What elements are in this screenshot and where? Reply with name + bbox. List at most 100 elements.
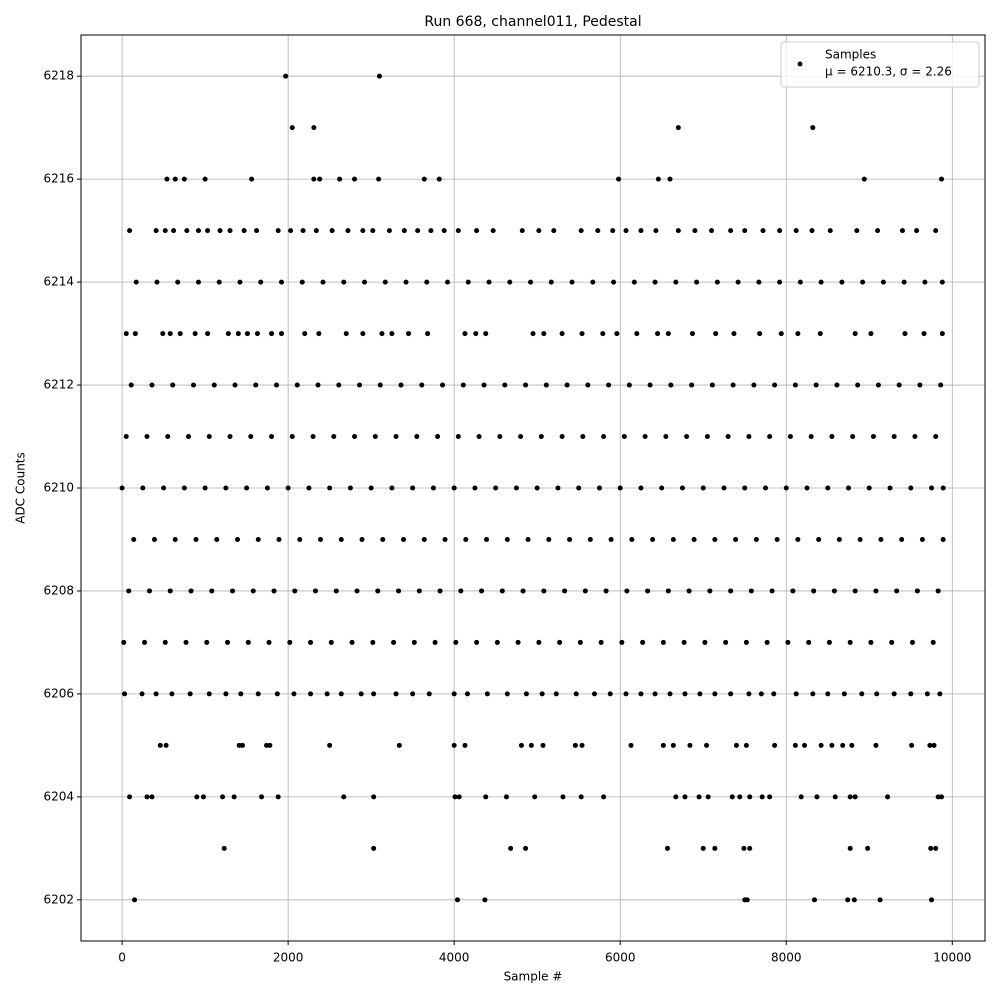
data-point — [345, 228, 351, 234]
data-point — [299, 279, 305, 285]
data-point — [652, 279, 658, 285]
data-point — [171, 228, 177, 234]
data-point — [743, 742, 749, 748]
data-point — [292, 588, 298, 594]
data-point — [442, 536, 448, 542]
data-point — [603, 588, 609, 594]
data-point — [245, 639, 251, 645]
data-point — [723, 639, 729, 645]
data-point — [502, 382, 508, 388]
data-point — [401, 536, 407, 542]
data-point — [902, 331, 908, 337]
data-point — [455, 228, 461, 234]
data-point — [370, 639, 376, 645]
data-point — [771, 691, 777, 697]
data-point — [873, 588, 879, 594]
data-point — [759, 794, 765, 800]
data-point — [264, 485, 270, 491]
x-tick-label: 8000 — [771, 951, 802, 965]
data-point — [368, 485, 374, 491]
data-point — [673, 794, 679, 800]
data-point — [861, 176, 867, 182]
data-point — [177, 331, 183, 337]
data-point — [157, 742, 163, 748]
data-point — [474, 228, 480, 234]
data-point — [659, 485, 665, 491]
data-point — [538, 434, 544, 440]
data-point — [288, 228, 294, 234]
data-point — [341, 279, 347, 285]
data-point — [454, 897, 460, 903]
data-point — [217, 228, 223, 234]
data-point — [122, 691, 128, 697]
data-point — [306, 485, 312, 491]
data-point — [933, 228, 939, 234]
data-point — [165, 434, 171, 440]
data-point — [579, 742, 585, 748]
data-point — [223, 485, 229, 491]
data-point — [901, 279, 907, 285]
data-point — [414, 434, 420, 440]
data-point — [258, 279, 264, 285]
data-point — [132, 897, 138, 903]
data-point — [852, 331, 858, 337]
data-point — [181, 176, 187, 182]
data-point — [857, 536, 863, 542]
data-point — [937, 691, 943, 697]
data-point — [154, 279, 160, 285]
data-point — [440, 382, 446, 388]
data-point — [797, 279, 803, 285]
data-point — [167, 331, 173, 337]
data-point — [484, 691, 490, 697]
data-point — [153, 691, 159, 697]
data-point — [416, 588, 422, 594]
data-point — [714, 279, 720, 285]
data-point — [386, 228, 392, 234]
data-point — [132, 331, 138, 337]
data-point — [455, 434, 461, 440]
data-point — [354, 588, 360, 594]
data-point — [238, 691, 244, 697]
data-point — [909, 639, 915, 645]
data-point — [729, 794, 735, 800]
data-point — [889, 639, 895, 645]
data-point — [144, 794, 150, 800]
data-point — [484, 536, 490, 542]
data-point — [128, 382, 134, 388]
data-point — [814, 794, 820, 800]
data-point — [372, 434, 378, 440]
data-point — [283, 73, 289, 79]
data-point — [559, 331, 565, 337]
data-point — [629, 536, 635, 542]
data-point — [885, 794, 891, 800]
data-point — [425, 331, 431, 337]
data-point — [917, 382, 923, 388]
data-point — [887, 485, 893, 491]
x-tick-label: 4000 — [439, 951, 470, 965]
data-point — [832, 794, 838, 800]
data-point — [403, 279, 409, 285]
data-point — [530, 331, 536, 337]
data-point — [573, 691, 579, 697]
data-point — [778, 331, 784, 337]
data-point — [237, 279, 243, 285]
data-point — [559, 434, 565, 440]
data-point — [705, 794, 711, 800]
data-point — [650, 536, 656, 542]
data-point — [924, 691, 930, 697]
data-point — [379, 331, 385, 337]
data-point — [360, 331, 366, 337]
data-point — [540, 742, 546, 748]
data-point — [317, 176, 323, 182]
data-point — [151, 536, 157, 542]
data-point — [458, 588, 464, 594]
data-point — [131, 536, 137, 542]
data-point — [836, 536, 842, 542]
data-point — [667, 176, 673, 182]
data-point — [591, 691, 597, 697]
data-point — [508, 845, 514, 851]
data-point — [175, 279, 181, 285]
data-point — [126, 588, 132, 594]
data-point — [660, 639, 666, 645]
